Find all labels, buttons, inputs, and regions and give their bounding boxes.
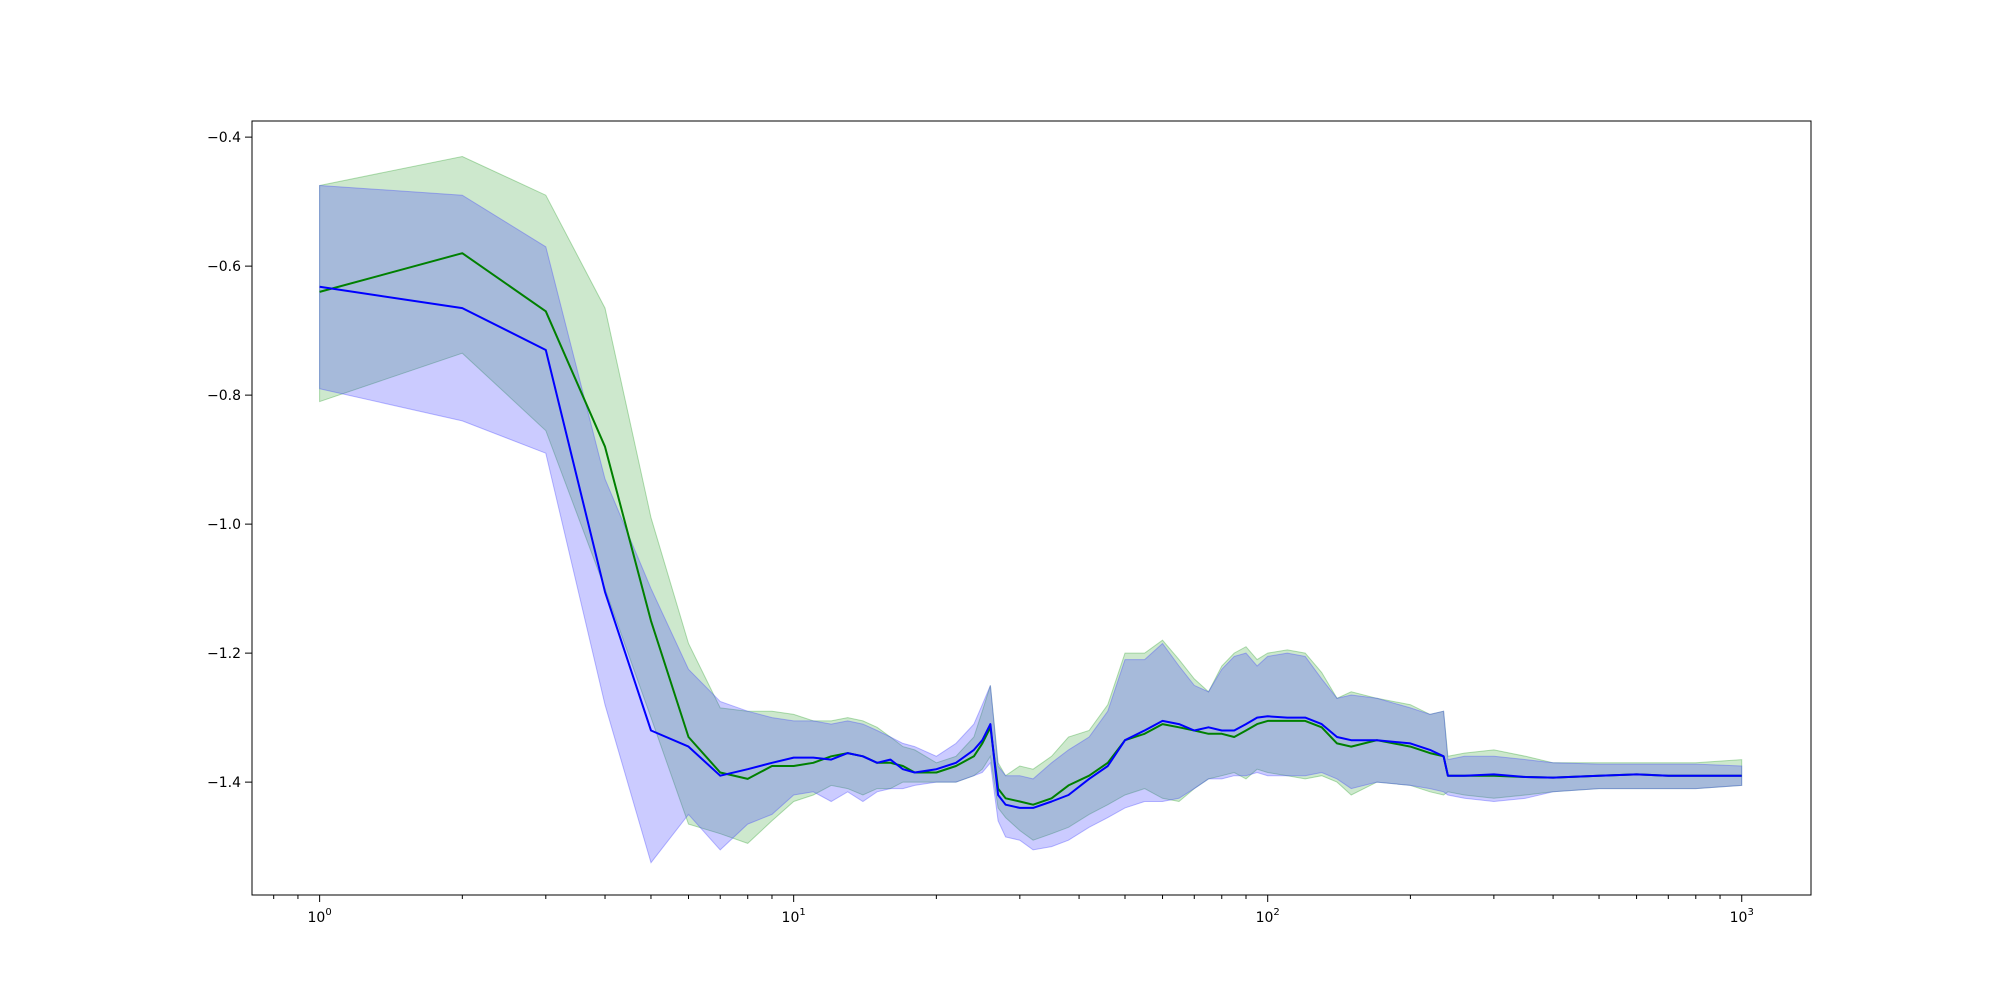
x-tick-label: 103 (1730, 907, 1754, 926)
x-tick-label: 100 (308, 907, 332, 926)
y-tick-label: −1.4 (207, 775, 241, 791)
x-tick-label: 101 (782, 907, 806, 926)
plot-area (251, 120, 1812, 896)
series-lines (319, 252, 1742, 809)
x-axis: 100 101 102 103 (273, 895, 1754, 926)
y-tick-label: −1.0 (207, 517, 241, 533)
y-tick-label: −1.2 (207, 646, 241, 662)
x-tick-label: 102 (1256, 907, 1280, 926)
y-tick-label: −0.6 (207, 259, 241, 275)
series-2-line (319, 285, 1742, 809)
plot-background (252, 121, 1811, 895)
series-1-band (319, 155, 1743, 844)
y-tick-label: −0.8 (207, 388, 241, 404)
axes-frame (251, 120, 1812, 896)
y-tick-label: −0.4 (207, 130, 241, 146)
y-axis: −0.4 −0.6 −0.8 −1.0 −1.2 −1.4 (207, 130, 252, 791)
